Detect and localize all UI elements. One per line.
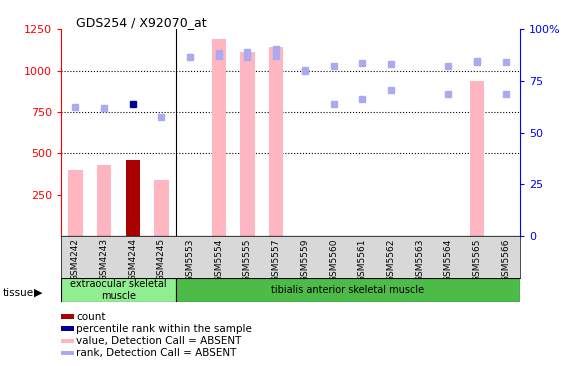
Text: ▶: ▶: [34, 288, 43, 298]
Text: GSM5560: GSM5560: [329, 238, 338, 282]
Text: GSM5554: GSM5554: [214, 238, 223, 281]
Text: GSM5561: GSM5561: [358, 238, 367, 282]
Bar: [97, 165, 111, 236]
Text: GDS254 / X92070_at: GDS254 / X92070_at: [76, 16, 206, 30]
Text: GSM5564: GSM5564: [444, 238, 453, 281]
Text: GSM5565: GSM5565: [472, 238, 482, 282]
Text: GSM4245: GSM4245: [157, 238, 166, 281]
Bar: [125, 160, 140, 236]
Text: tissue: tissue: [3, 288, 34, 298]
Text: GSM5562: GSM5562: [386, 238, 396, 281]
Bar: [269, 48, 284, 236]
Text: rank, Detection Call = ABSENT: rank, Detection Call = ABSENT: [76, 348, 236, 358]
Text: tibialis anterior skeletal muscle: tibialis anterior skeletal muscle: [271, 285, 425, 295]
Bar: [175, 278, 520, 302]
Bar: [154, 180, 168, 236]
Text: GSM5557: GSM5557: [272, 238, 281, 282]
Text: GSM5553: GSM5553: [185, 238, 195, 282]
Bar: [470, 81, 484, 236]
Text: GSM4243: GSM4243: [99, 238, 109, 281]
Text: extraocular skeletal
muscle: extraocular skeletal muscle: [70, 279, 167, 301]
Text: value, Detection Call = ABSENT: value, Detection Call = ABSENT: [76, 336, 242, 346]
Text: GSM5555: GSM5555: [243, 238, 252, 282]
Text: GSM5559: GSM5559: [300, 238, 309, 282]
Text: count: count: [76, 311, 106, 322]
Bar: [211, 39, 226, 236]
Bar: [68, 170, 83, 236]
Bar: [241, 52, 254, 236]
Text: GSM4244: GSM4244: [128, 238, 137, 281]
Text: percentile rank within the sample: percentile rank within the sample: [76, 324, 252, 334]
Text: GSM4242: GSM4242: [71, 238, 80, 281]
Text: GSM5566: GSM5566: [501, 238, 510, 282]
Text: GSM5563: GSM5563: [415, 238, 424, 282]
Bar: [61, 278, 175, 302]
